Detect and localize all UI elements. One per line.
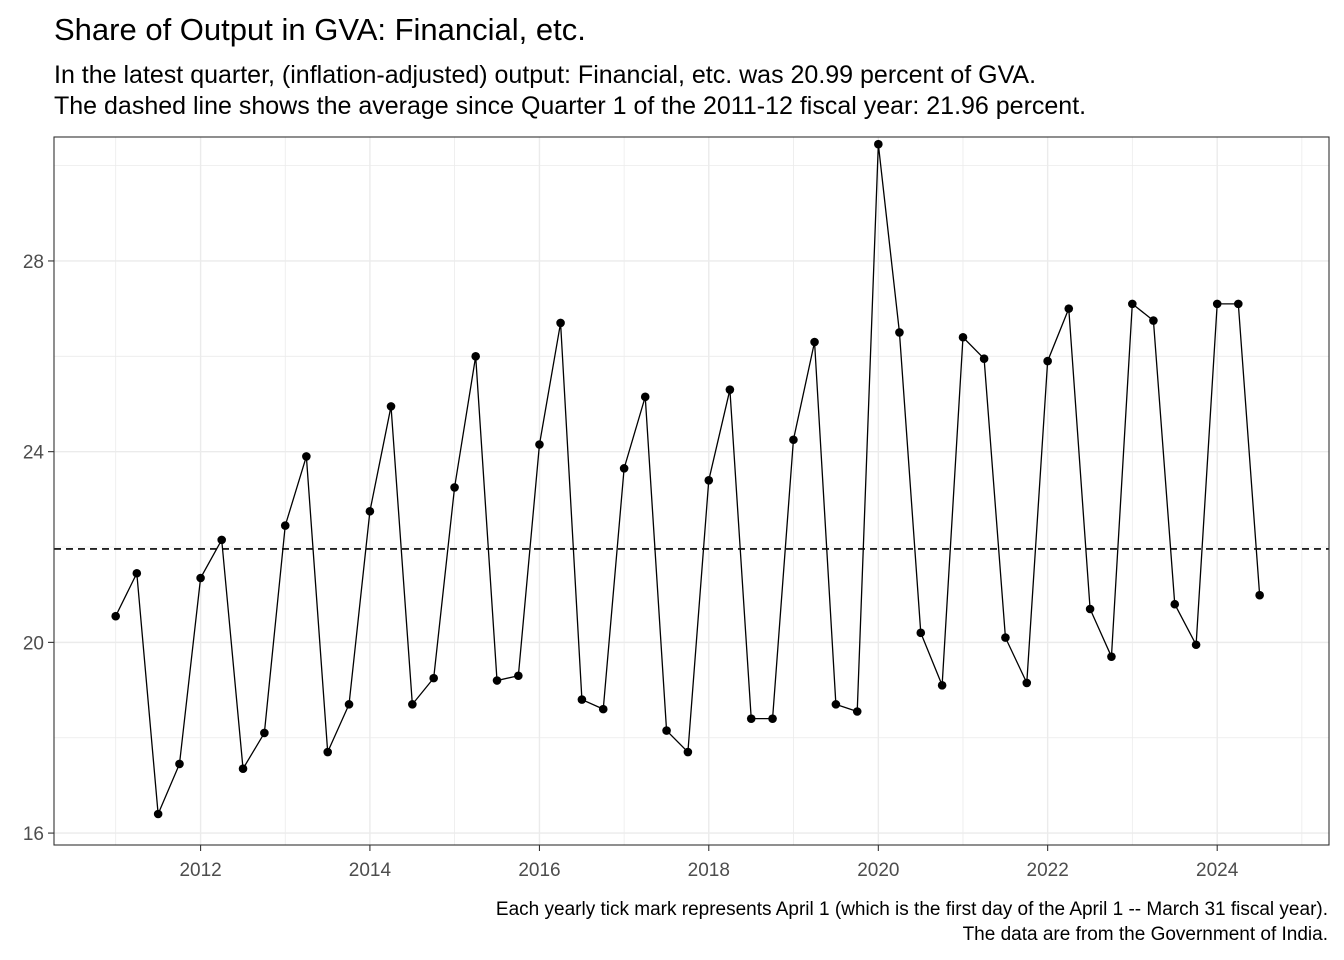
data-point <box>132 568 142 578</box>
data-point <box>280 521 290 530</box>
data-point <box>1107 652 1116 661</box>
data-point <box>1191 640 1201 650</box>
chart-caption: Each yearly tick mark represents April 1… <box>496 897 1328 947</box>
data-point <box>725 385 735 394</box>
grid-minor <box>54 137 1329 845</box>
data-point <box>1064 304 1074 313</box>
x-tick-label: 2022 <box>1027 860 1069 881</box>
x-tick-label: 2012 <box>179 860 221 881</box>
data-point <box>746 714 756 723</box>
data-point <box>386 402 396 411</box>
x-tick-label: 2018 <box>688 860 730 881</box>
y-tick-label: 20 <box>23 633 44 654</box>
data-point <box>1085 604 1095 614</box>
data-point <box>768 714 777 723</box>
subtitle-line: The dashed line shows the average since … <box>54 92 1087 120</box>
series <box>111 139 1264 819</box>
y-axis: 16 20 24 28 <box>23 252 54 845</box>
data-point <box>111 611 120 621</box>
data-point <box>1043 356 1052 366</box>
data-point <box>450 483 459 492</box>
data-point <box>217 535 226 545</box>
x-tick-label: 2014 <box>349 860 392 881</box>
data-point <box>344 700 354 709</box>
y-tick-label: 16 <box>23 824 44 845</box>
subtitle-line: In the latest quarter, (inflation-adjust… <box>54 61 1037 89</box>
y-tick-label: 28 <box>23 252 44 273</box>
data-point <box>471 352 480 361</box>
data-point <box>302 452 311 461</box>
data-point <box>916 628 926 638</box>
data-point <box>1149 316 1158 325</box>
x-tick-label: 2016 <box>518 860 560 881</box>
x-tick-label: 2024 <box>1196 860 1239 881</box>
data-point <box>556 318 565 328</box>
data-point <box>514 671 523 681</box>
data-point <box>874 139 883 149</box>
data-point <box>810 337 819 347</box>
data-point <box>619 464 629 473</box>
data-point <box>704 475 714 485</box>
data-point <box>640 392 650 402</box>
data-point <box>238 764 248 774</box>
data-point <box>429 673 438 683</box>
data-point <box>1128 299 1137 309</box>
data-point <box>408 700 417 709</box>
data-point <box>535 440 544 449</box>
data-point <box>895 328 904 337</box>
grid-major <box>54 137 1329 845</box>
data-point <box>492 676 502 685</box>
data-point <box>1001 633 1010 642</box>
data-point <box>260 728 269 738</box>
series-line <box>115 144 1261 815</box>
data-point <box>789 435 798 445</box>
x-tick-label: 2020 <box>857 860 899 881</box>
data-point <box>1234 299 1243 309</box>
y-tick-label: 24 <box>23 443 45 464</box>
chart-subtitle: In the latest quarter, (inflation-adjust… <box>54 60 1086 122</box>
data-point <box>196 573 205 583</box>
data-point <box>662 726 671 735</box>
data-point <box>577 695 587 704</box>
data-point <box>1170 599 1180 609</box>
data-point <box>831 700 841 709</box>
caption-line: Each yearly tick mark represents April 1… <box>495 899 1328 920</box>
data-point <box>937 680 947 690</box>
caption-line: The data are from the Government of Indi… <box>962 924 1328 945</box>
data-point <box>175 759 184 769</box>
data-point <box>958 332 968 342</box>
data-point <box>1022 678 1032 688</box>
data-point <box>1212 299 1222 309</box>
data-point <box>323 747 332 757</box>
data-point <box>1255 590 1264 600</box>
data-point <box>979 354 989 363</box>
chart-title: Share of Output in GVA: Financial, etc. <box>54 12 586 47</box>
data-point <box>153 809 163 819</box>
data-point <box>365 506 375 516</box>
data-point <box>598 704 608 714</box>
data-point <box>852 707 862 716</box>
x-axis: 2012 2014 2016 2018 2020 2022 2024 <box>179 845 1239 881</box>
plot-panel-border <box>53 136 1330 846</box>
data-point <box>683 747 693 757</box>
